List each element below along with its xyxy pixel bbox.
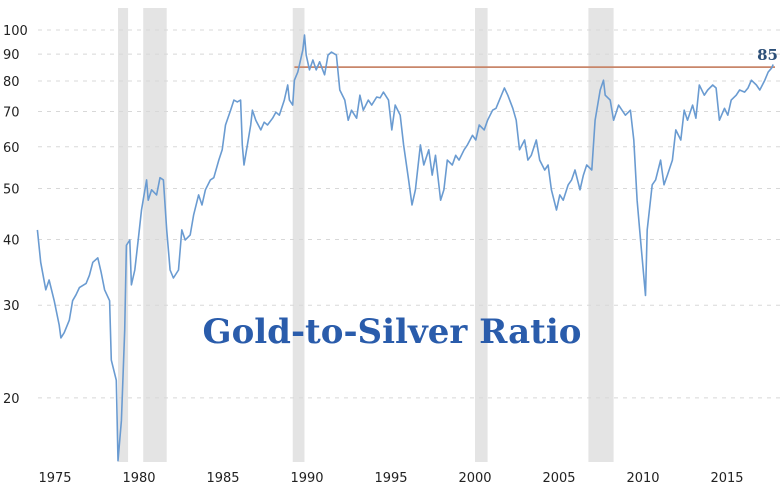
chart-title: Gold-to-Silver Ratio [203, 312, 582, 352]
recession-band-4 [588, 8, 614, 462]
y-tick-label: 30 [3, 299, 20, 314]
x-tick-label: 1985 [206, 471, 239, 486]
x-tick-label: 2005 [542, 471, 575, 486]
y-tick-label: 60 [3, 141, 20, 156]
series-line [36, 34, 774, 462]
recession-band-1 [143, 8, 167, 462]
recession-band-3 [475, 8, 488, 462]
x-tick-label: 2015 [710, 471, 743, 486]
y-tick-label: 80 [3, 75, 20, 90]
y-tick-label: 90 [3, 48, 20, 63]
y-tick-label: 40 [3, 233, 20, 248]
x-tick-label: 1980 [122, 471, 155, 486]
y-axis-ticks: 20 30 40 50 60 70 80 90 100 [3, 24, 28, 407]
recession-bands [118, 8, 614, 462]
x-tick-label: 2000 [458, 471, 491, 486]
x-tick-label: 1990 [290, 471, 323, 486]
y-tick-label: 20 [3, 392, 20, 407]
x-tick-label: 1995 [374, 471, 407, 486]
recession-band-2 [292, 8, 305, 462]
reference-label: 85 [757, 46, 778, 64]
y-tick-label: 100 [3, 24, 28, 39]
x-axis-ticks: 1975 1980 1985 1990 1995 2000 2005 2010 2015 [38, 471, 743, 486]
x-tick-label: 1975 [38, 471, 71, 486]
y-tick-label: 70 [3, 106, 20, 121]
x-tick-label: 2010 [626, 471, 659, 486]
y-tick-label: 50 [3, 182, 20, 197]
recession-band-0 [118, 8, 129, 462]
